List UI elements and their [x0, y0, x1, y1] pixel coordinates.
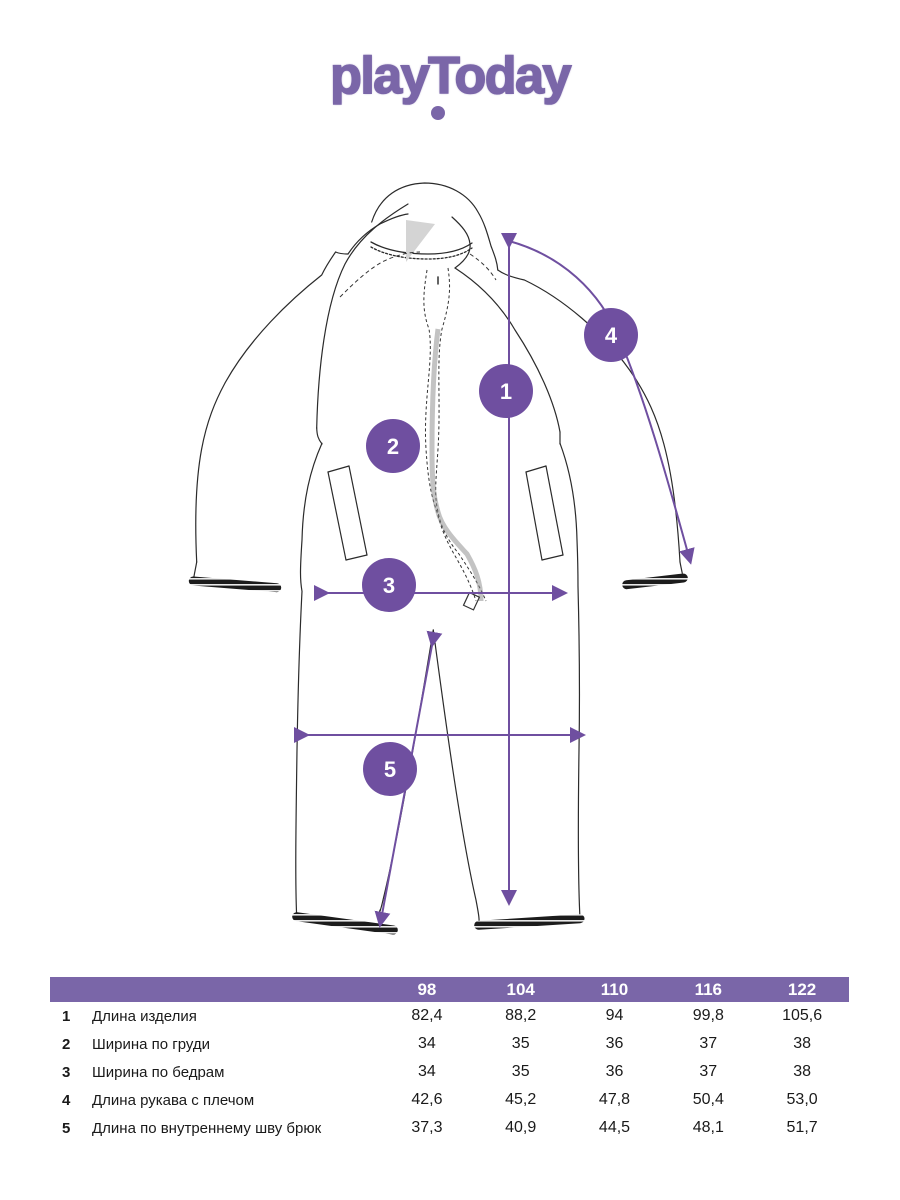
svg-text:3: 3	[383, 573, 395, 598]
svg-text:2: 2	[387, 434, 399, 459]
svg-text:5: 5	[384, 757, 396, 782]
svg-text:1: 1	[500, 379, 512, 404]
svg-text:4: 4	[605, 323, 618, 348]
